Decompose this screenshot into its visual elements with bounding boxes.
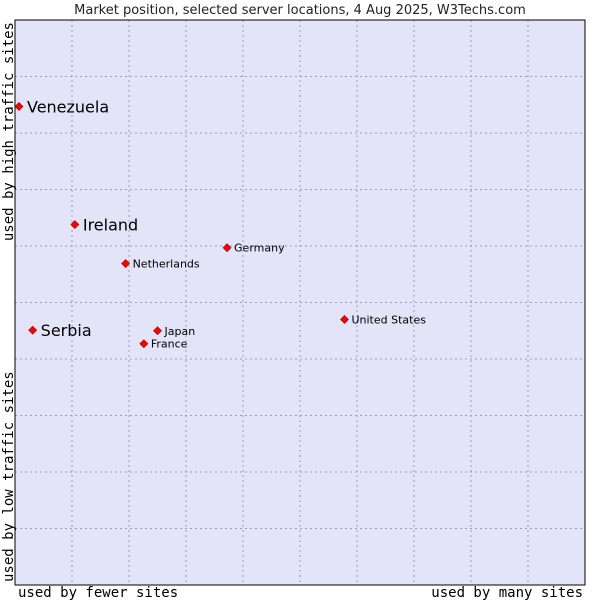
y-axis-high-label: used by high traffic sites — [1, 22, 17, 241]
point-label-germany: Germany — [234, 242, 285, 255]
point-label-japan: Japan — [164, 325, 196, 338]
point-marker-germany — [222, 243, 232, 253]
point-label-france: France — [151, 338, 188, 351]
point-marker-serbia — [28, 325, 38, 335]
point-marker-venezuela — [14, 102, 24, 111]
data-points: Venezuela Ireland Serbia Germany Netherlands… — [14, 97, 426, 351]
x-axis-low-label: used by fewer sites — [18, 585, 178, 600]
point-label-united-states: United States — [351, 313, 426, 326]
point-label-venezuela: Venezuela — [27, 97, 109, 116]
chart-title: Market position, selected server locatio… — [74, 3, 526, 18]
point-marker-ireland — [70, 220, 80, 229]
point-marker-france — [139, 339, 149, 349]
y-axis-low-label: used by low traffic sites — [1, 371, 17, 582]
point-label-netherlands: Netherlands — [133, 258, 200, 271]
x-axis-high-label: used by many sites — [431, 585, 583, 600]
point-marker-united-states — [340, 315, 349, 324]
point-label-serbia: Serbia — [41, 321, 92, 340]
point-label-ireland: Ireland — [83, 216, 138, 235]
grid-lines — [15, 20, 585, 585]
point-marker-japan — [153, 326, 162, 336]
point-marker-netherlands — [121, 259, 131, 268]
plot-border — [14, 19, 586, 586]
